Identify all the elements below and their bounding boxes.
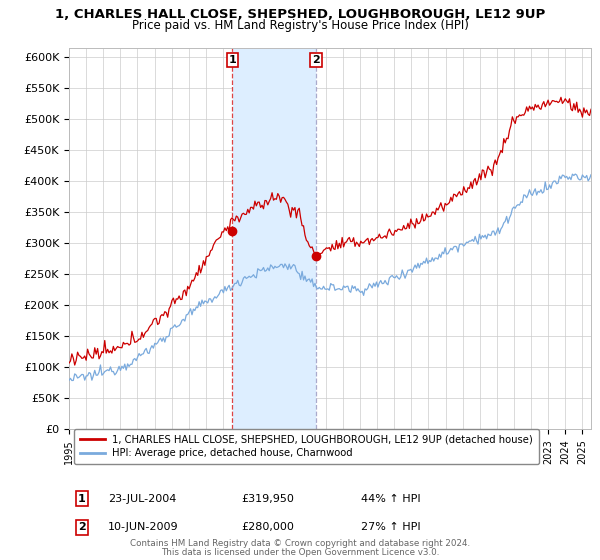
Text: This data is licensed under the Open Government Licence v3.0.: This data is licensed under the Open Gov… [161,548,439,557]
Text: 1: 1 [229,55,236,65]
Text: 23-JUL-2004: 23-JUL-2004 [108,494,176,503]
Text: £319,950: £319,950 [241,494,294,503]
Text: 27% ↑ HPI: 27% ↑ HPI [361,522,421,533]
Text: 10-JUN-2009: 10-JUN-2009 [108,522,179,533]
Text: £280,000: £280,000 [241,522,294,533]
Text: 1: 1 [78,494,86,503]
Text: 2: 2 [312,55,320,65]
Legend: 1, CHARLES HALL CLOSE, SHEPSHED, LOUGHBOROUGH, LE12 9UP (detached house), HPI: A: 1, CHARLES HALL CLOSE, SHEPSHED, LOUGHBO… [74,428,539,464]
Text: 2: 2 [78,522,86,533]
Text: Contains HM Land Registry data © Crown copyright and database right 2024.: Contains HM Land Registry data © Crown c… [130,539,470,548]
Text: 44% ↑ HPI: 44% ↑ HPI [361,494,421,503]
Text: 1, CHARLES HALL CLOSE, SHEPSHED, LOUGHBOROUGH, LE12 9UP: 1, CHARLES HALL CLOSE, SHEPSHED, LOUGHBO… [55,8,545,21]
Text: Price paid vs. HM Land Registry's House Price Index (HPI): Price paid vs. HM Land Registry's House … [131,19,469,32]
